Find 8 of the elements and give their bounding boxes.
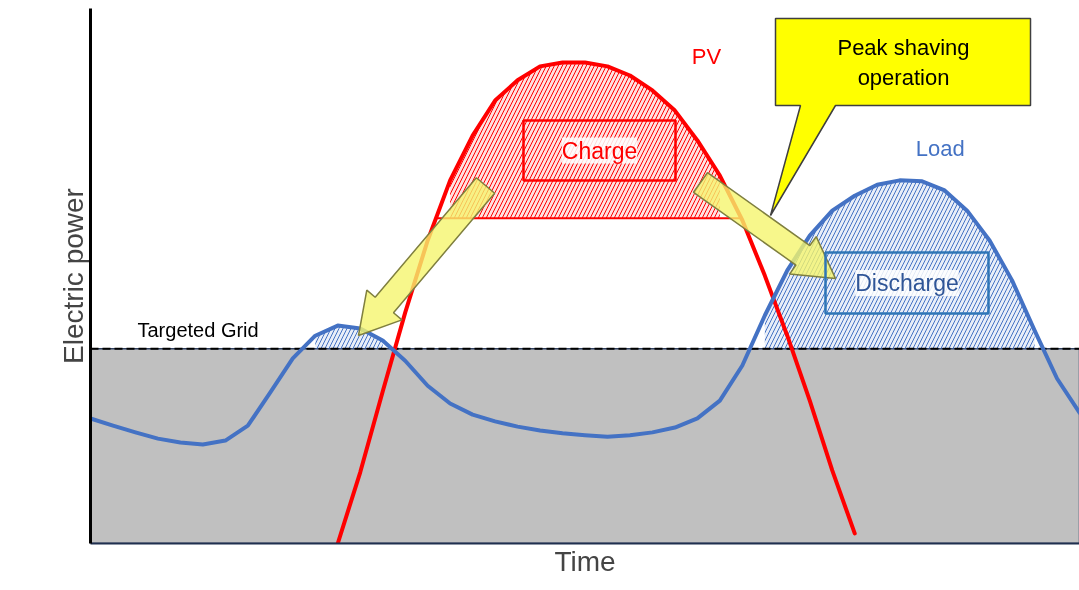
annotation: Charge (561, 137, 638, 164)
x-axis-title: Time (554, 545, 616, 577)
series-label: PV (691, 43, 722, 69)
y-axis-title: Electric power (57, 188, 89, 364)
series-label: Load (915, 136, 965, 162)
ref-line-label: Targeted Grid (137, 318, 259, 341)
annotation: Discharge (855, 270, 959, 296)
annotation: Peak shaving operation (837, 35, 970, 90)
